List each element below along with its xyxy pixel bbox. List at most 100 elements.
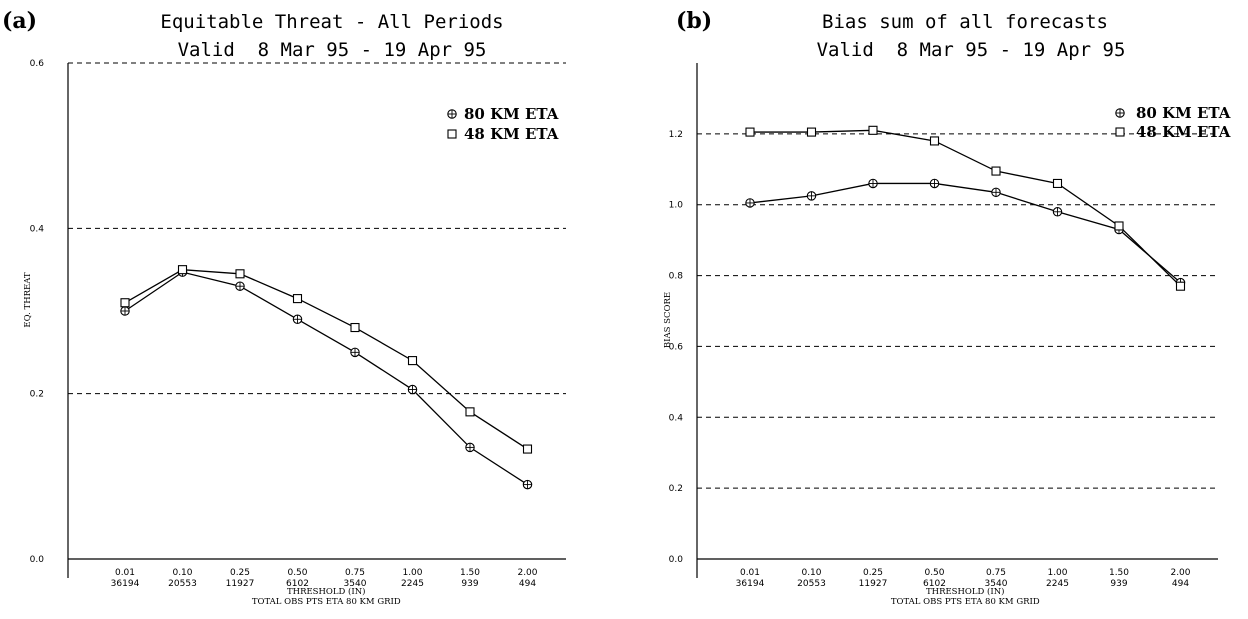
x-tick-obs-label: 36194 bbox=[736, 579, 765, 589]
data-point bbox=[177, 265, 188, 275]
data-point bbox=[407, 356, 418, 366]
legend-marker bbox=[1115, 127, 1125, 137]
x-tick-label: 0.25 bbox=[863, 568, 883, 578]
chart-subtitle: Valid 8 Mar 95 - 19 Apr 95 bbox=[178, 39, 487, 61]
data-point bbox=[350, 322, 360, 333]
x-tick-label: 1.50 bbox=[460, 568, 480, 578]
data-point bbox=[1052, 207, 1063, 217]
x-tick-obs-label: 2245 bbox=[401, 579, 424, 589]
data-point bbox=[292, 314, 303, 325]
x-tick-label: 0.50 bbox=[287, 568, 307, 578]
data-point bbox=[235, 269, 245, 279]
data-point bbox=[868, 178, 878, 189]
x-tick-obs-label: 3540 bbox=[344, 579, 367, 589]
x-tick-obs-label: 494 bbox=[519, 579, 536, 589]
legend-label: 48 KM ETA bbox=[464, 125, 559, 143]
legend-label: 48 KM ETA bbox=[1136, 123, 1231, 141]
data-point bbox=[522, 479, 533, 490]
data-point bbox=[991, 187, 1001, 198]
data-point bbox=[745, 198, 755, 208]
x-tick-obs-label: 36194 bbox=[111, 579, 140, 589]
y-tick-label: 0.0 bbox=[669, 555, 684, 565]
data-point bbox=[120, 298, 130, 308]
series-line bbox=[749, 182, 1181, 284]
series-line bbox=[750, 129, 1181, 287]
legend-marker bbox=[1115, 108, 1125, 118]
legend: 80 KM ETA 48 KM ETA bbox=[447, 105, 559, 143]
data-point bbox=[120, 306, 130, 316]
legend-label: 80 KM ETA bbox=[1136, 104, 1231, 122]
y-tick-label: 0.6 bbox=[30, 59, 45, 69]
x-tick-obs-label: 20553 bbox=[168, 579, 197, 589]
chart-panel-b: (b) Bias sum of all forecasts Valid 8 Mar … bbox=[663, 8, 1231, 607]
data-point bbox=[407, 384, 418, 395]
x-tick-obs-label: 939 bbox=[1110, 579, 1127, 589]
data-point bbox=[991, 166, 1001, 176]
x-tick-label: 1.50 bbox=[1109, 568, 1129, 578]
y-tick-label: 0.2 bbox=[30, 390, 44, 400]
y-tick-label: 0.2 bbox=[669, 484, 683, 494]
x-tick-obs-label: 2245 bbox=[1046, 579, 1069, 589]
chart-title: Equitable Threat - All Periods bbox=[160, 11, 503, 33]
x-tick-label: 0.10 bbox=[172, 568, 192, 578]
x-tick-obs-label: 6102 bbox=[286, 579, 309, 589]
data-point bbox=[1114, 221, 1124, 231]
x-tick-obs-label: 11927 bbox=[859, 579, 888, 589]
x-tick-label: 0.25 bbox=[230, 568, 250, 578]
panel-label: (b) bbox=[676, 8, 712, 34]
x-axis-label: THRESHOLD (IN) bbox=[287, 586, 365, 597]
data-point bbox=[350, 347, 360, 358]
y-axis-label: BIAS SCORE bbox=[663, 292, 673, 348]
data-point bbox=[806, 191, 817, 201]
x-tick-obs-label: 20553 bbox=[797, 579, 826, 589]
chart-subtitle: Valid 8 Mar 95 - 19 Apr 95 bbox=[817, 39, 1126, 61]
legend-label: 80 KM ETA bbox=[464, 105, 559, 123]
x-tick-label: 0.01 bbox=[115, 568, 135, 578]
x-tick-label: 0.75 bbox=[345, 568, 365, 578]
data-point bbox=[465, 442, 475, 453]
series-line bbox=[124, 269, 528, 450]
legend-marker bbox=[447, 129, 457, 139]
x-tick-obs-label: 11927 bbox=[226, 579, 255, 589]
data-point bbox=[806, 127, 817, 137]
y-tick-label: 1.2 bbox=[669, 130, 683, 140]
x-tick-label: 0.75 bbox=[986, 568, 1006, 578]
x-tick-label: 0.10 bbox=[801, 568, 821, 578]
data-point bbox=[868, 125, 878, 135]
x-tick-label: 0.50 bbox=[924, 568, 944, 578]
x-axis-label: THRESHOLD (IN) bbox=[926, 586, 1004, 597]
series-48-km-eta bbox=[120, 265, 533, 454]
y-tick-label: 0.4 bbox=[30, 224, 45, 234]
data-point bbox=[465, 407, 475, 417]
y-tick-label: 1.0 bbox=[669, 201, 684, 211]
series-80-km-eta bbox=[120, 267, 533, 490]
x-tick-label: 2.00 bbox=[517, 568, 537, 578]
y-tick-label: 0.0 bbox=[30, 555, 45, 565]
data-point bbox=[929, 178, 940, 189]
x-tick-obs-label: 6102 bbox=[923, 579, 946, 589]
x-tick-label: 2.00 bbox=[1170, 568, 1190, 578]
x-tick-label: 1.00 bbox=[402, 568, 422, 578]
y-tick-label: 0.4 bbox=[669, 413, 684, 423]
data-point bbox=[522, 444, 533, 454]
series-48-km-eta bbox=[745, 125, 1186, 291]
data-point bbox=[929, 136, 940, 146]
data-point bbox=[292, 294, 303, 304]
data-point bbox=[1052, 178, 1063, 189]
chart-title: Bias sum of all forecasts bbox=[822, 11, 1108, 33]
data-point bbox=[235, 281, 245, 291]
y-axis-label: EQ. THREAT bbox=[23, 272, 33, 328]
y-tick-label: 0.8 bbox=[669, 272, 684, 282]
series-line bbox=[124, 271, 528, 486]
x-tick-label: 1.00 bbox=[1047, 568, 1067, 578]
data-point bbox=[745, 127, 755, 137]
y-tick-label: 0.6 bbox=[669, 342, 684, 352]
x-tick-obs-label: 494 bbox=[1172, 579, 1189, 589]
series-80-km-eta bbox=[745, 178, 1186, 288]
x-axis-label-2: TOTAL OBS PTS ETA 80 KM GRID bbox=[891, 597, 1040, 607]
x-tick-label: 0.01 bbox=[740, 568, 760, 578]
x-tick-obs-label: 3540 bbox=[985, 579, 1008, 589]
legend-marker bbox=[447, 109, 457, 119]
